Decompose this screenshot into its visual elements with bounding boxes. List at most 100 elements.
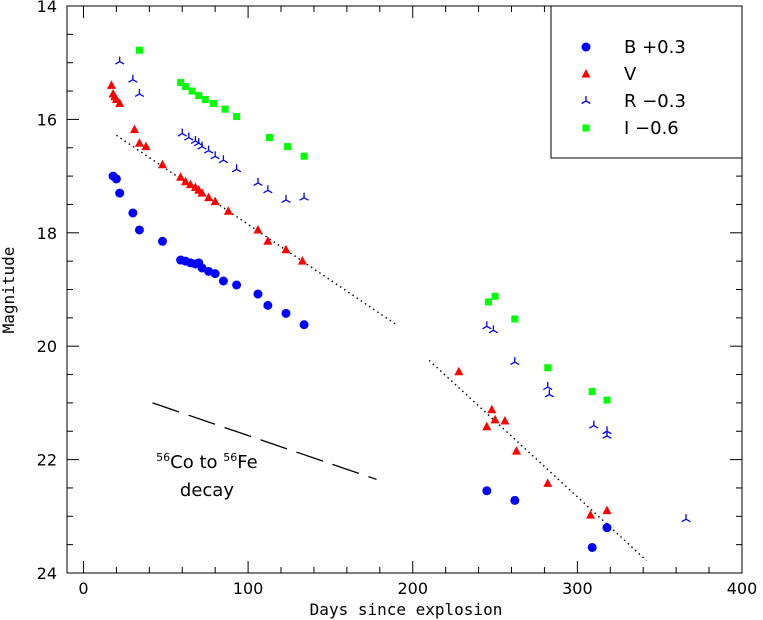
annotation-sup1: 56 [156,451,170,464]
data-point-r [177,128,187,137]
data-point-i [300,152,308,160]
data-point-v [115,98,125,108]
legend-markers [581,42,591,132]
data-point-v [511,446,521,455]
decay-reference-line [152,402,377,481]
data-point-i [588,388,596,396]
data-point-v [602,505,612,515]
data-point-i [284,143,292,151]
data-point-i [544,364,552,372]
data-point-b [510,495,520,505]
data-point-i [511,315,519,323]
data-point-r [115,56,125,65]
data-point-r [544,389,555,398]
data-point-r [253,177,263,186]
data-point-i [182,83,190,91]
data-point-b [210,269,220,279]
data-point-v [253,224,263,234]
legend-label-i: I −0.6 [624,118,679,139]
data-point-r [134,88,145,97]
data-point-i [135,46,143,54]
data-point-r [263,185,273,194]
y-tick-label: 18 [37,224,57,243]
annotation-text2: Fe [237,452,257,473]
data-point-r [482,321,492,330]
data-point-v [185,179,195,189]
data-point-v [454,366,464,376]
data-point-r [128,74,138,83]
data-point-v [181,176,191,186]
data-point-v [543,478,553,487]
fit-line [428,359,647,562]
data-point-r [203,145,214,154]
data-point-i [210,100,218,108]
data-point-r [681,514,691,523]
data-point-r [210,151,220,160]
data-point-v [176,172,186,181]
data-point-v [263,236,273,245]
data-point-v [197,188,207,197]
y-tick-label: 20 [37,337,57,356]
data-point-b [482,486,492,496]
data-point-v [134,138,144,147]
data-point-r [543,382,553,391]
data-point-r [602,426,612,435]
data-point-b [587,542,597,552]
data-point-r [218,155,229,164]
legend-marker-i [582,124,590,132]
data-point-r [281,194,291,203]
data-point-i [195,92,203,100]
data-point-b [157,236,167,246]
x-tick-label: 100 [233,579,264,598]
legend-marker-r [581,96,591,105]
y-tick-label: 16 [37,110,57,129]
data-point-b [111,174,121,184]
data-point-i [484,298,492,306]
decay-annotation: 56Co to 56Fe decay [156,451,258,501]
data-point-r [488,325,499,334]
data-point-b [263,300,273,310]
data-point-v [487,404,497,414]
data-point-b [281,308,291,318]
data-point-b [128,208,138,218]
data-point-r [299,192,309,201]
data-point-b [299,320,309,330]
data-point-b [602,523,612,533]
data-point-v [157,159,167,169]
data-point-r [602,430,612,439]
data-point-v [204,192,214,202]
y-tick-label: 22 [37,451,57,470]
legend-label-v: V [624,64,637,85]
data-point-r [197,141,207,150]
tick-labels: 0 100 200 300 400 14 16 18 20 22 24 [37,0,758,598]
data-point-i [188,87,196,95]
data-point-r [589,420,599,429]
y-tick-label: 24 [37,564,57,583]
data-point-i [603,396,611,404]
x-tick-label: 300 [562,579,593,598]
data-point-v [130,124,139,134]
data-point-i [221,105,229,113]
decay-annotation-line2: decay [180,480,234,501]
data-point-v [223,206,233,215]
data-points [106,46,691,552]
data-point-v [586,510,596,519]
data-point-v [482,421,492,431]
legend-label-r: R −0.3 [624,91,686,112]
y-axis-title: Magnitude [0,247,18,334]
x-axis-title: Days since explosion [310,600,503,619]
data-point-r [231,164,242,173]
data-point-i [201,96,209,104]
data-point-v [281,244,291,254]
data-point-v [141,141,151,151]
x-tick-label: 400 [727,579,758,598]
annotation-sup2: 56 [223,451,237,464]
x-tick-label: 200 [397,579,428,598]
data-point-v [500,416,510,425]
annotation-text1: Co to [170,452,223,473]
legend-marker-b [581,42,591,52]
data-point-v [210,196,220,206]
legend-label-b: B +0.3 [624,37,686,58]
data-point-v [297,256,307,265]
data-point-b [115,188,125,198]
